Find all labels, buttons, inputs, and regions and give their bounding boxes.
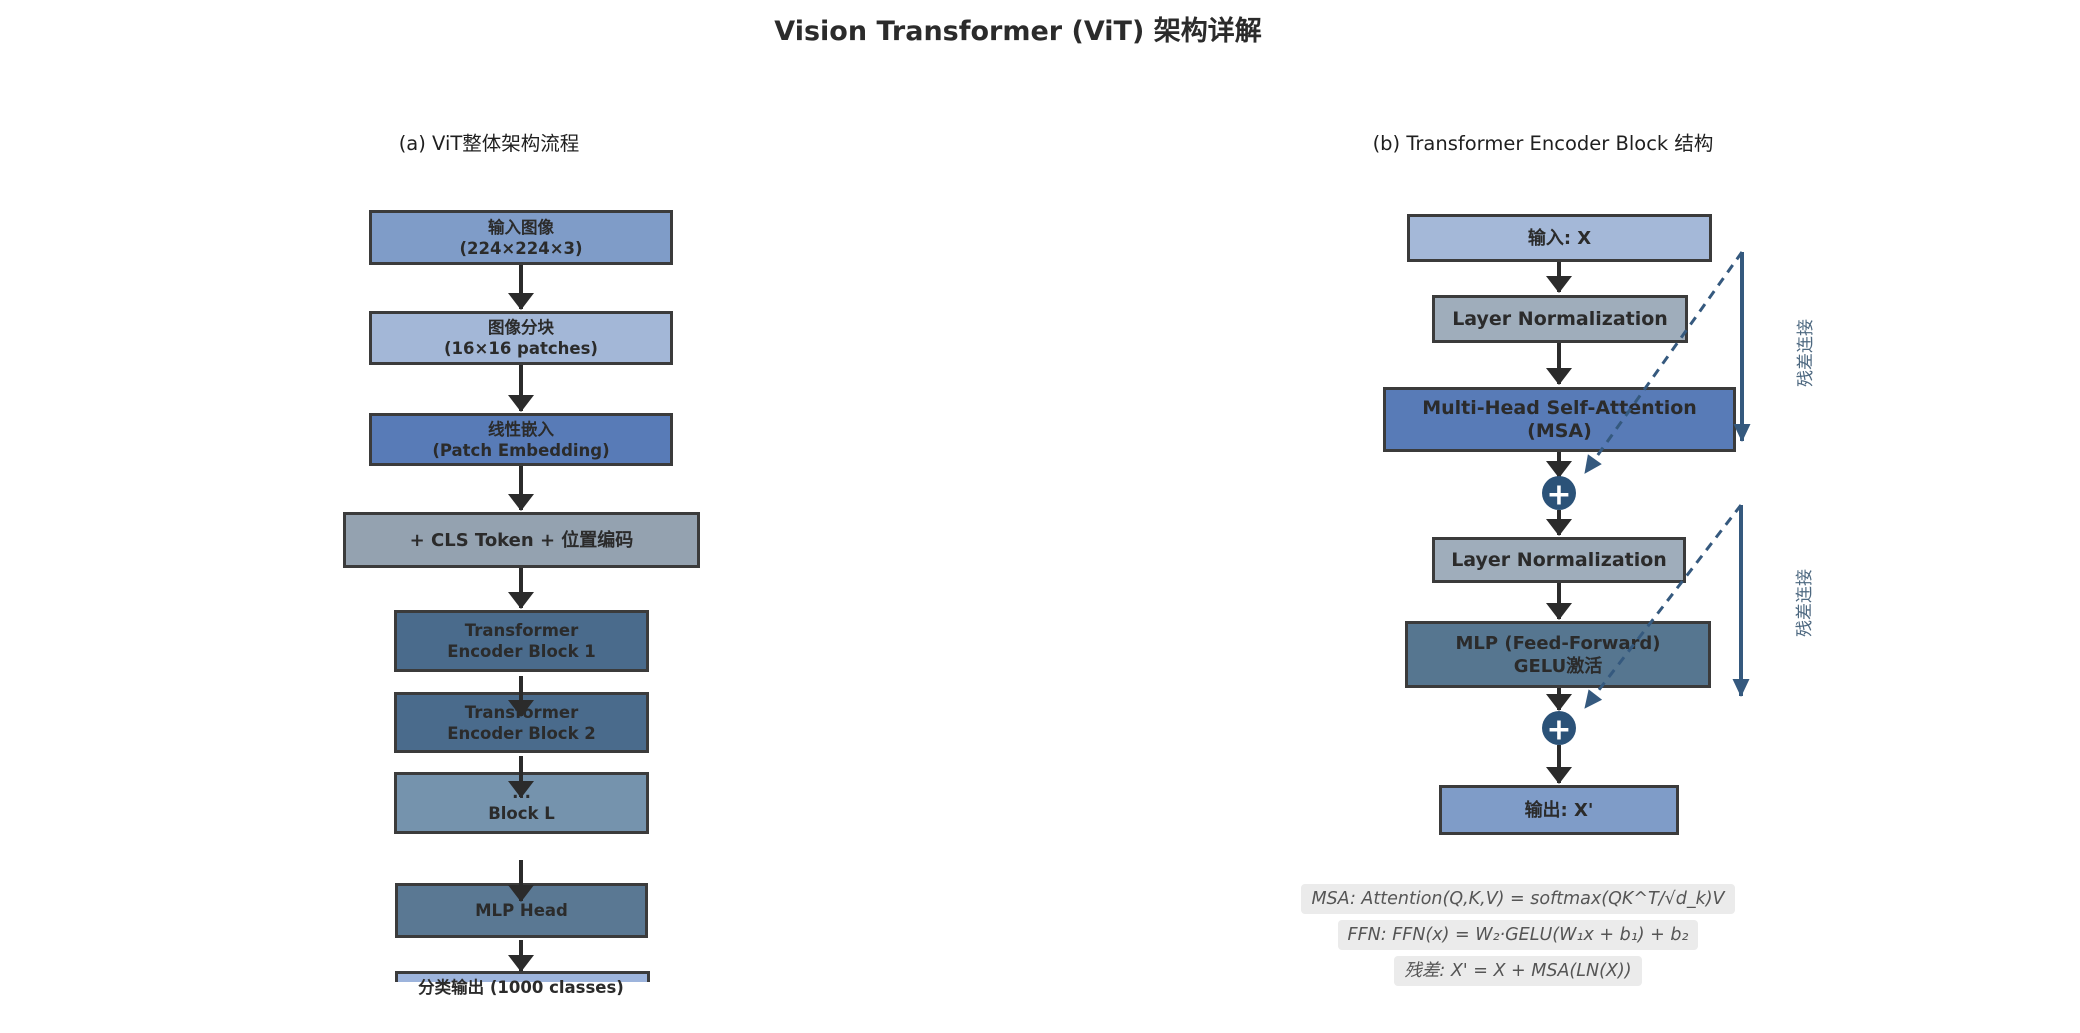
- encoder-box-mlp-ffn: MLP (Feed-Forward) GELU激活: [1405, 621, 1711, 688]
- box-sublabel: (MSA): [1527, 419, 1592, 442]
- encoder-box-output-x: 输出: X': [1439, 785, 1679, 835]
- add-circle-1: [1542, 476, 1576, 510]
- flow-box-patch-embedding: 线性嵌入 (Patch Embedding): [369, 413, 673, 466]
- box-sublabel: (224×224×3): [459, 238, 583, 258]
- box-label: + CLS Token + 位置编码: [409, 529, 634, 551]
- formula-residual: 残差: X' = X + MSA(LN(X)): [1394, 956, 1642, 986]
- add-nodes: + +: [1542, 476, 1576, 748]
- box-sublabel: (16×16 patches): [444, 339, 598, 358]
- box-label: 输入: X: [1527, 227, 1592, 249]
- panel-b-subtitle: (b) Transformer Encoder Block 结构: [1372, 132, 1714, 155]
- flow-box-encoder-block-1: Transformer Encoder Block 1: [394, 610, 649, 672]
- box-label: MLP (Feed-Forward): [1455, 632, 1661, 654]
- flow-box-patchify: 图像分块 (16×16 patches): [369, 311, 673, 365]
- residual-connection-label-1: 残差连接: [1796, 319, 1816, 387]
- box-label: MLP Head: [475, 901, 568, 920]
- box-label: 分类输出: [418, 978, 485, 997]
- box-label: 输入图像: [488, 217, 554, 237]
- box-label: Transformer: [464, 621, 579, 640]
- add-circle-2: [1542, 711, 1576, 745]
- box-sublabel: Encoder Block 2: [447, 723, 596, 743]
- box-label: Layer Normalization: [1452, 308, 1668, 330]
- box-label: Transformer: [464, 702, 579, 722]
- encoder-box-input-x: 输入: X: [1407, 214, 1712, 262]
- formula-msa: MSA: Attention(Q,K,V) = softmax(QK^T/√d_…: [1301, 884, 1735, 914]
- flow-box-mlp-head: MLP Head: [395, 883, 648, 938]
- box-label: Layer Normalization: [1451, 549, 1667, 571]
- box-label: 图像分块: [488, 318, 554, 337]
- formula-ffn: FFN: FFN(x) = W₂·GELU(W₁x + b₁) + b₂: [1337, 920, 1699, 950]
- flow-box-cls-token-pos-encoding: + CLS Token + 位置编码: [343, 512, 700, 568]
- box-sublabel: Block L: [488, 804, 555, 823]
- plus-icon: +: [1546, 713, 1571, 748]
- box-sublabel: (1000 classes): [489, 978, 624, 997]
- flow-box-input-image: 输入图像 (224×224×3): [369, 210, 673, 265]
- flow-box-classification-output: [395, 971, 650, 982]
- box-label: ...: [512, 783, 531, 802]
- panel-a-subtitle: (a) ViT整体架构流程: [398, 132, 580, 155]
- box-sublabel: Encoder Block 1: [447, 642, 596, 661]
- flow-box-encoder-block-2: Transformer Encoder Block 2: [394, 692, 649, 753]
- encoder-box-layernorm-1: Layer Normalization: [1432, 295, 1688, 343]
- box-sublabel: GELU激活: [1513, 655, 1603, 677]
- plus-icon: +: [1546, 478, 1571, 513]
- flow-box-block-l: ... Block L: [394, 772, 649, 834]
- residual-connection-label-2: 残差连接: [1795, 569, 1815, 637]
- classification-output-label: 分类输出 (1000 classes): [371, 977, 671, 998]
- encoder-box-msa: Multi-Head Self-Attention (MSA): [1383, 387, 1736, 452]
- page-title: Vision Transformer (ViT) 架构详解: [774, 16, 1262, 47]
- box-label: 线性嵌入: [488, 419, 554, 439]
- box-label: 输出: X': [1524, 799, 1594, 821]
- formula-block: MSA: Attention(Q,K,V) = softmax(QK^T/√d_…: [1218, 881, 1818, 989]
- box-sublabel: (Patch Embedding): [432, 440, 610, 460]
- box-label: Multi-Head Self-Attention: [1422, 396, 1697, 419]
- encoder-box-layernorm-2: Layer Normalization: [1432, 537, 1686, 583]
